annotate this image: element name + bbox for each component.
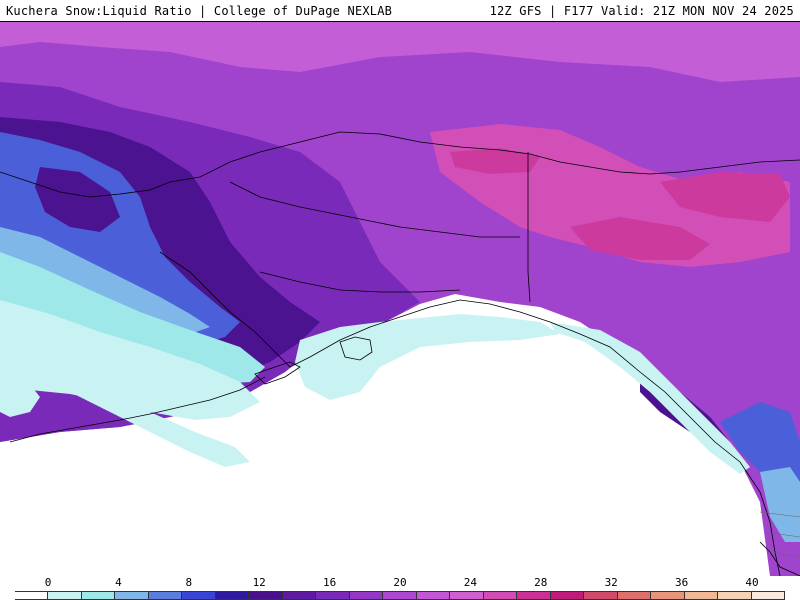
- legend-swatch: [651, 592, 685, 599]
- legend-tick-label: 28: [534, 576, 548, 589]
- legend-swatch: [316, 592, 350, 599]
- legend-swatch: [115, 592, 149, 599]
- legend-swatch: [684, 592, 719, 599]
- legend-swatch: [584, 592, 618, 599]
- alaska-peninsula: [254, 361, 301, 385]
- inland-border-2: [259, 271, 461, 293]
- legend-swatch: [182, 592, 216, 599]
- legend-tick-label: 20: [393, 576, 407, 589]
- aleutian-chain: [9, 376, 266, 443]
- orchid-band-north: [0, 22, 800, 82]
- legend-swatch: [15, 592, 49, 599]
- deep-purple-cutout: [35, 167, 120, 232]
- legend-swatch: [450, 592, 484, 599]
- legend-tick-label: 32: [604, 576, 618, 589]
- pale-cyan-southwest: [0, 362, 40, 417]
- legend-tick-label: 12: [252, 576, 266, 589]
- pink-patch-north: [450, 148, 540, 174]
- legend-swatch: [416, 592, 451, 599]
- light-blue-east-coast: [760, 467, 800, 542]
- province-lines: [759, 511, 800, 558]
- legend-swatch: [148, 592, 183, 599]
- product-title: Kuchera Snow:Liquid Ratio | College of D…: [6, 4, 393, 18]
- legend-tick-label: 0: [44, 576, 52, 589]
- legend-tick-label: 8: [185, 576, 193, 589]
- legend-swatch: [215, 592, 250, 599]
- legend-swatch: [718, 592, 752, 599]
- snow-ratio-map[interactable]: [0, 22, 800, 576]
- legend-tick-label: 16: [322, 576, 337, 589]
- kodiak-island: [339, 336, 373, 361]
- legend-swatch: [383, 592, 417, 599]
- legend-colorbar: [15, 591, 786, 600]
- color-legend: 0 4 8 12 16 20 24 28 32 36 40: [0, 576, 800, 600]
- canada-border: [527, 152, 531, 303]
- legend-swatch: [517, 592, 551, 599]
- legend-swatch: [249, 592, 283, 599]
- pink-patch-east: [660, 172, 790, 222]
- legend-swatch: [282, 592, 317, 599]
- legend-swatch: [48, 592, 82, 599]
- pale-cyan-island-chain: [20, 332, 250, 467]
- legend-tick-label: 24: [463, 576, 478, 589]
- map-header: Kuchera Snow:Liquid Ratio | College of D…: [0, 0, 800, 22]
- legend-swatch: [483, 592, 518, 599]
- model-valid-time: 12Z GFS | F177 Valid: 21Z MON NOV 24 202…: [489, 4, 794, 18]
- legend-swatch: [550, 592, 585, 599]
- legend-swatch: [349, 592, 384, 599]
- pale-cyan-gulf: [295, 314, 560, 400]
- legend-swatch: [81, 592, 116, 599]
- legend-tick-label: 36: [674, 576, 689, 589]
- legend-tick-label: 4: [115, 576, 122, 589]
- legend-tick-label: 40: [745, 576, 759, 589]
- cyan-band-west: [0, 252, 265, 384]
- bc-border: [759, 541, 800, 576]
- south-coastline: [159, 251, 781, 576]
- alaska-coastline: [0, 131, 800, 198]
- orchid-patch-north-2: [210, 22, 500, 52]
- coastline-lines: [0, 131, 800, 576]
- pale-cyan-west: [0, 300, 260, 420]
- pale-cyan-coastal-arc: [550, 322, 750, 474]
- legend-swatch: [617, 592, 652, 599]
- legend-swatch: [751, 592, 786, 599]
- inland-border-1: [229, 181, 520, 238]
- pink-patch-center: [570, 217, 710, 260]
- map-canvas: [0, 22, 800, 576]
